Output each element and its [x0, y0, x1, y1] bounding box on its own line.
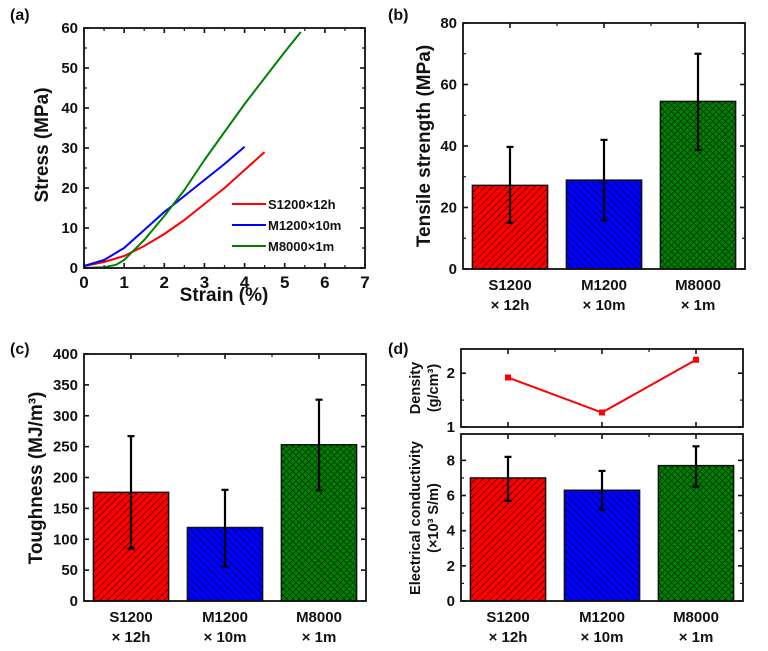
- y-tick-label: 30: [61, 140, 78, 157]
- y-axis-title-b: Tensile strength (MPa): [414, 45, 435, 247]
- category-label-line1: S1200: [109, 609, 152, 626]
- y-tick-label: 80: [440, 15, 457, 32]
- y-axis-title-conductivity-line2: (×10³ S/m): [426, 483, 442, 553]
- plot-frame-a: [83, 27, 366, 269]
- legend-a: S1200×12h M1200×10m M8000×1m: [232, 197, 341, 254]
- y-tick-label: 6: [447, 488, 455, 505]
- y-tick-label: 60: [61, 20, 78, 37]
- x-tick-label: 2: [160, 273, 169, 292]
- y-tick-label: 150: [53, 500, 78, 517]
- y-tick-label: 0: [70, 593, 78, 610]
- category-label-line2: × 1m: [679, 629, 714, 646]
- y-tick-label: 50: [61, 60, 78, 77]
- y-tick-label: 1: [447, 419, 455, 436]
- y-tick-label: 20: [61, 180, 78, 197]
- y-tick-label: 250: [53, 439, 78, 456]
- y-tick-label: 100: [53, 531, 78, 548]
- category-label-line2: × 10m: [204, 629, 247, 646]
- x-axis-title-a: Strain (%): [180, 285, 269, 306]
- category-label-line1: M8000: [675, 277, 721, 294]
- legend-label-0: S1200×12h: [268, 197, 336, 212]
- category-label-line1: S1200: [486, 609, 529, 626]
- y-axis-title-a: Stress (MPa): [32, 87, 53, 202]
- panel-a-stress-strain: (a) Stress (MPa) Strain (%) 010203040506…: [10, 7, 370, 306]
- density-series-line: [507, 358, 697, 414]
- y-tick-label: 0: [70, 260, 78, 277]
- x-tick-label: 3: [200, 273, 209, 292]
- density-marker-1: [599, 409, 605, 416]
- panel-label-c: (c): [10, 341, 30, 358]
- panel-label-a: (a): [10, 7, 30, 24]
- category-label-line2: × 12h: [491, 297, 530, 314]
- bar-2: [657, 464, 735, 602]
- plot-frame-c: [83, 353, 367, 602]
- axis-ticks-a: 0 10 20 30 40 50 60 0 1 2 3 4 5 6 7: [61, 20, 369, 292]
- bars-conductivity: [469, 445, 735, 602]
- y-tick-label: 200: [53, 470, 78, 487]
- x-tick-label: 1: [119, 273, 128, 292]
- y-tick-label: 0: [449, 261, 457, 278]
- bars-c: [92, 398, 358, 602]
- y-tick-label: 40: [61, 100, 78, 117]
- x-tick-label: 6: [320, 273, 329, 292]
- y-tick-label: 2: [447, 558, 455, 575]
- category-label-line1: M1200: [581, 277, 627, 294]
- y-axis-title-density-line1: Density: [408, 362, 424, 414]
- y-tick-label: 350: [53, 377, 78, 394]
- category-label-line2: × 12h: [112, 629, 151, 646]
- series-line-1: [83, 146, 246, 267]
- category-label-line2: × 12h: [489, 629, 528, 646]
- category-label-line1: M1200: [202, 609, 248, 626]
- bars-b: [471, 52, 737, 270]
- y-tick-label: 4: [447, 523, 456, 540]
- density-line: [505, 356, 699, 416]
- category-label-line1: M8000: [673, 609, 719, 626]
- panel-b-tensile-strength: (b) Tensile strength (MPa) 0 20 40 60 80 S12…: [388, 7, 746, 314]
- density-marker-0: [505, 374, 511, 381]
- category-labels-c: S1200 × 12h M1200 × 10m M8000 × 1m: [109, 609, 342, 646]
- y-axis-title-density-line2: (g/cm³): [426, 364, 442, 413]
- y-tick-label: 20: [440, 200, 457, 217]
- y-tick-label: 0: [447, 593, 455, 610]
- category-label-line2: × 10m: [581, 629, 624, 646]
- category-label-line1: S1200: [488, 277, 531, 294]
- plot-frame-density: [460, 348, 744, 428]
- category-label-line2: × 1m: [681, 297, 716, 314]
- panel-c-toughness: (c) Toughness (MJ/m³) 0 50 100 150 200 250 300…: [10, 341, 367, 646]
- series-lines-a: [83, 31, 302, 269]
- x-tick-label: 0: [79, 273, 88, 292]
- y-tick-label: 50: [61, 562, 78, 579]
- series-line-0: [83, 151, 266, 267]
- category-label-line1: M8000: [296, 609, 342, 626]
- panel-label-d: (d): [388, 341, 408, 358]
- panel-label-b: (b): [388, 7, 408, 24]
- x-tick-label: 5: [280, 273, 289, 292]
- y-tick-label: 400: [53, 346, 78, 363]
- y-tick-label: 60: [440, 77, 457, 94]
- y-tick-label: 8: [447, 452, 455, 469]
- y-tick-label: 2: [447, 365, 455, 382]
- x-tick-label: 7: [360, 273, 369, 292]
- panel-d-density-conductivity: (d) Density (g/cm³) Electrical conductiv…: [388, 341, 744, 646]
- y-tick-label: 10: [61, 220, 78, 237]
- plot-frame-conductivity: [460, 433, 744, 602]
- y-tick-label: 40: [440, 138, 457, 155]
- axis-ticks-c: 0 50 100 150 200 250 300 350 400: [53, 346, 366, 610]
- y-tick-label: 300: [53, 408, 78, 425]
- x-tick-label: 4: [240, 273, 250, 292]
- category-labels-d: S1200 × 12h M1200 × 10m M8000 × 1m: [486, 609, 719, 646]
- category-label-line2: × 1m: [302, 629, 337, 646]
- category-label-line2: × 10m: [583, 297, 626, 314]
- category-label-line1: M1200: [579, 609, 625, 626]
- plot-frame-b: [462, 22, 746, 270]
- density-marker-2: [693, 356, 699, 363]
- y-axis-title-c: Toughness (MJ/m³): [26, 392, 47, 565]
- series-line-2: [83, 31, 302, 269]
- y-axis-title-conductivity-line1: Electrical conductivity: [408, 441, 424, 595]
- category-labels-b: S1200 × 12h M1200 × 10m M8000 × 1m: [488, 277, 721, 314]
- legend-label-2: M8000×1m: [268, 239, 334, 254]
- legend-label-1: M1200×10m: [268, 218, 341, 233]
